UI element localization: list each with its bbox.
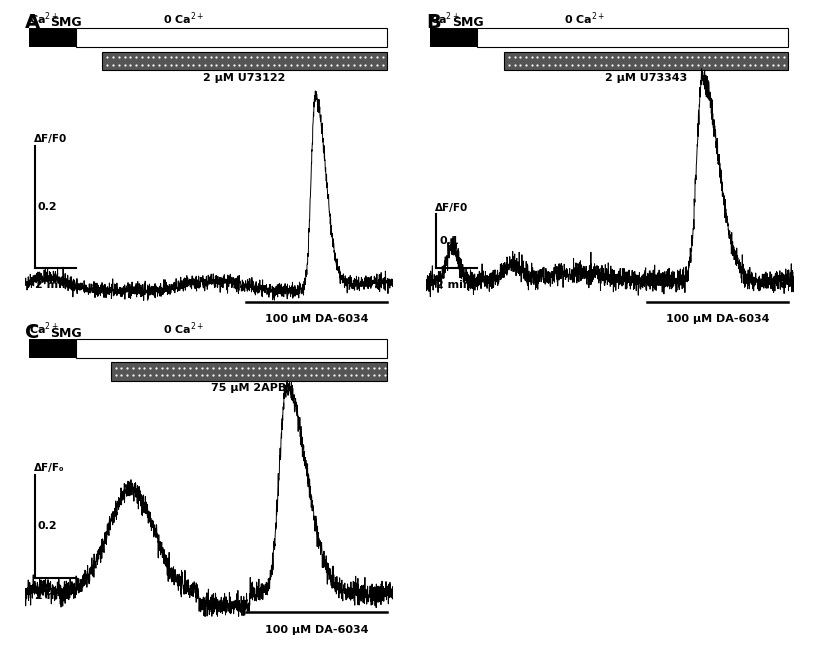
Text: 100 μM DA-6034: 100 μM DA-6034 — [265, 314, 368, 324]
Text: 0 Ca$^{2+}$: 0 Ca$^{2+}$ — [163, 321, 205, 338]
Text: Ca$^{2+}$: Ca$^{2+}$ — [29, 10, 58, 27]
Text: SMG: SMG — [51, 327, 82, 340]
Text: 2 min: 2 min — [34, 280, 70, 290]
Text: 0.2: 0.2 — [38, 521, 57, 531]
Text: SMG: SMG — [452, 16, 483, 29]
Bar — [477, 28, 788, 47]
Text: 100 μM DA-6034: 100 μM DA-6034 — [666, 314, 769, 324]
Text: B: B — [426, 13, 441, 32]
Bar — [504, 52, 788, 71]
Text: 0 Ca$^{2+}$: 0 Ca$^{2+}$ — [564, 10, 606, 27]
Text: SMG: SMG — [51, 16, 82, 29]
Text: 2 μM U73343: 2 μM U73343 — [605, 73, 687, 83]
Text: 2 μM U73122: 2 μM U73122 — [203, 73, 286, 83]
Bar — [75, 28, 387, 47]
Bar — [430, 28, 477, 47]
Bar — [75, 339, 387, 358]
Text: 0 Ca$^{2+}$: 0 Ca$^{2+}$ — [163, 10, 205, 27]
Text: ΔF/F0: ΔF/F0 — [435, 203, 468, 212]
Text: C: C — [25, 324, 39, 342]
Text: 75 μM 2APB: 75 μM 2APB — [211, 384, 287, 393]
Text: Ca$^{2+}$: Ca$^{2+}$ — [430, 10, 459, 27]
Bar — [102, 52, 387, 71]
Text: ΔF/F₀: ΔF/F₀ — [34, 463, 64, 473]
Text: 2 min: 2 min — [34, 591, 70, 600]
Text: 100 μM DA-6034: 100 μM DA-6034 — [265, 625, 368, 635]
Text: A: A — [25, 13, 39, 32]
Bar — [29, 28, 75, 47]
Text: Ca$^{2+}$: Ca$^{2+}$ — [29, 321, 58, 338]
Bar — [29, 339, 75, 358]
Text: 2 min: 2 min — [436, 280, 471, 290]
Text: 0.2: 0.2 — [38, 202, 57, 212]
Text: ΔF/F0: ΔF/F0 — [34, 135, 67, 144]
Text: 0.1: 0.1 — [439, 236, 459, 246]
Bar — [111, 362, 387, 381]
